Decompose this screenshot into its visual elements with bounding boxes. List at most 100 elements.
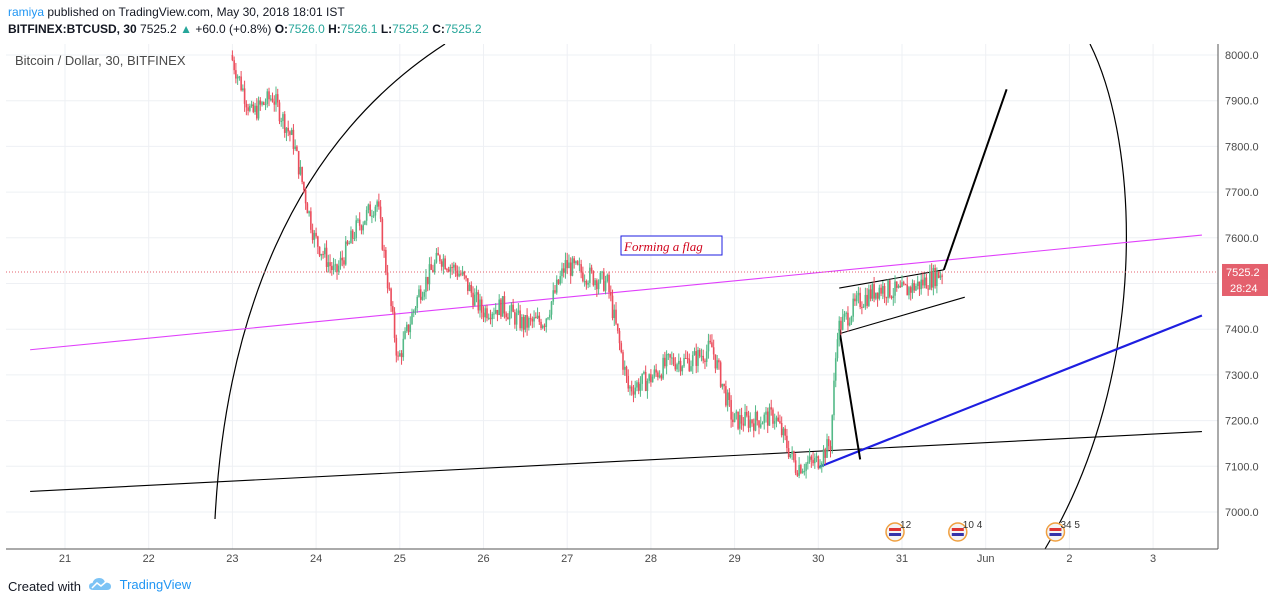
x-tick-label: 22 [143,553,155,565]
candle-body [444,258,446,270]
tradingview-brand[interactable]: TradingView [88,577,191,592]
candle-body [789,454,792,458]
candle-body [341,257,344,261]
annotation-frame [620,235,723,256]
candle-body [623,366,626,370]
candle-body [784,428,786,436]
flag-stripe [889,533,902,536]
candle-body [557,279,560,284]
candle-body [763,414,766,423]
candle-body [327,262,330,267]
candle-body [775,417,778,421]
up-arrow-icon: ▲ [180,22,192,36]
annotation-text: Forming a flag [623,239,703,254]
candle-body [479,299,481,311]
flag-icon[interactable] [885,522,905,542]
publish-info: ramiya published on TradingView.com, May… [8,5,345,19]
candle-body [740,415,743,424]
candle-body [416,296,419,308]
candle-body [927,288,929,290]
trend-line-blue[interactable] [817,314,1203,469]
author-link[interactable]: ramiya [8,5,45,19]
candle-body [770,407,773,410]
flag-icon[interactable] [948,522,968,542]
arc-right[interactable] [1044,44,1127,550]
candle-body [897,285,900,288]
candle-body [548,314,551,318]
price-tag-value: 7525.2 [1226,267,1260,279]
arc-left[interactable] [214,44,446,520]
price-chart[interactable]: Forming a flag Bitcoin / Dollar, 30, BIT… [0,44,1270,570]
candle-body [561,268,563,277]
candle-body [430,264,432,270]
candle-body [399,353,401,357]
candle-body [599,272,602,283]
candle-body [705,351,708,362]
flag-icon[interactable] [1045,522,1066,542]
candle-body [503,296,506,314]
candle-body [439,255,441,262]
candle-body [482,312,485,318]
candle-body [329,262,331,267]
candle-body [613,309,616,319]
chart-title: Bitcoin / Dollar, 30, BITFINEX [15,53,186,68]
candle-body [847,312,849,326]
candle-body [397,355,399,357]
candle-body [751,419,753,424]
trend-line-pole[interactable] [838,329,862,460]
x-tick-label: 25 [394,553,406,565]
candle-body [505,313,507,318]
trend-line-black-long[interactable] [30,431,1202,492]
candle-body [301,167,303,182]
candle-body [470,284,473,293]
candle-body [393,311,396,338]
candle-body [404,330,406,339]
candle-body [660,375,663,379]
candle-body [925,277,928,289]
candle-body [388,288,391,290]
economic-events[interactable]: 12 10 4 34 5 [885,520,1080,542]
candle-body [625,366,628,376]
candle-body [547,317,549,319]
candle-body [639,383,642,391]
candle-body [622,352,624,370]
candle-body [691,355,694,367]
candle-body [707,340,710,352]
candle-body [772,409,774,424]
candle-body [827,439,830,447]
candle-body [643,371,645,374]
candle-body [690,366,692,371]
trend-line-flag-lower[interactable] [839,296,965,335]
candle-body [571,258,574,276]
candle-body [941,275,943,277]
trend-line-pink[interactable] [30,234,1202,351]
candle-body [667,354,670,356]
candle-body [512,304,514,313]
candle-body [744,411,746,426]
candle-body [695,351,698,366]
trend-line-flag-upper[interactable] [839,269,944,289]
candles [231,50,943,479]
candle-body [418,289,420,297]
candle-body [901,282,903,288]
change-value: +60.0 (+0.8%) [195,22,272,36]
candle-body [541,325,544,329]
candle-body [311,229,314,240]
brand-text: TradingView [119,577,192,592]
candle-body [904,284,907,286]
candle-body [325,247,328,267]
candle-body [515,313,518,325]
candle-body [803,470,806,472]
candle-body [463,271,466,276]
candle-body [442,258,445,267]
candle-body [882,285,884,294]
grid [6,44,1218,549]
trend-line-projection[interactable] [942,88,1008,271]
candle-body [283,114,286,133]
candle-body [477,292,480,311]
annotation-box[interactable]: Forming a flag [620,235,723,256]
candle-body [616,323,619,331]
candle-body [916,281,919,287]
candle-body [721,383,724,387]
candle-body [737,411,739,429]
